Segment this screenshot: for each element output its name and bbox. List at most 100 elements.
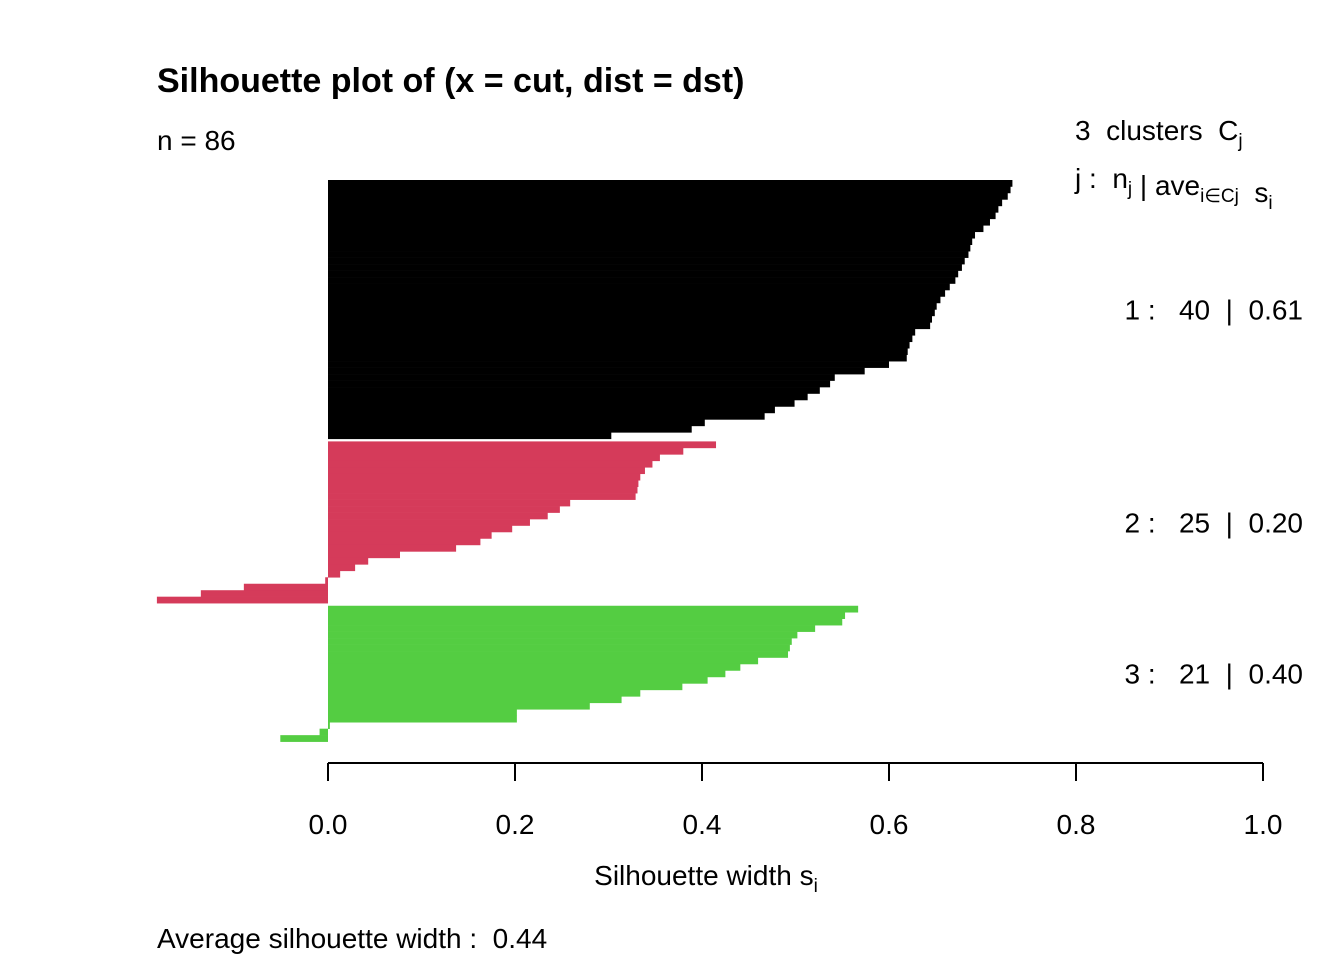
- silhouette-bar: [325, 577, 328, 585]
- silhouette-bar: [328, 657, 759, 665]
- silhouette-bar: [328, 570, 341, 578]
- silhouette-bar: [328, 367, 865, 375]
- silhouette-bar: [328, 238, 973, 245]
- silhouette-bar: [328, 180, 1013, 187]
- silhouette-bar: [328, 328, 916, 336]
- silhouette-bar: [328, 335, 913, 343]
- cluster-stats: : 21 | 0.40: [1140, 659, 1303, 690]
- x-axis-label-part: Silhouette width s: [594, 860, 813, 891]
- cluster-columns-sub: i∈Cj: [1200, 186, 1239, 207]
- silhouette-bar: [328, 296, 941, 304]
- silhouette-bar: [328, 512, 548, 520]
- x-tick-label: 0.2: [496, 809, 535, 840]
- silhouette-bar: [280, 735, 328, 742]
- silhouette-bar: [328, 612, 846, 619]
- x-axis-label-sub: i: [814, 876, 818, 897]
- silhouette-bar: [328, 218, 990, 226]
- cluster-stats: : 40 | 0.61: [1140, 294, 1303, 325]
- silhouette-bar: [328, 454, 660, 462]
- silhouette-bar: [200, 590, 328, 597]
- silhouette-bar: [328, 270, 959, 278]
- silhouette-bar: [328, 387, 820, 394]
- x-axis-label: Silhouette width si: [594, 860, 818, 897]
- silhouette-bar: [328, 605, 859, 613]
- silhouette-bar: [328, 631, 798, 639]
- cluster-columns-part: s: [1239, 177, 1269, 208]
- silhouette-bar: [328, 283, 950, 291]
- silhouette-bar: [328, 322, 931, 330]
- cluster-summary: 3 : 21 | 0.40: [1124, 659, 1303, 690]
- chart-title: Silhouette plot of (x = cut, dist = dst): [157, 62, 744, 100]
- silhouette-bar: [328, 441, 717, 449]
- cluster-header-part: 3 clusters C: [1075, 115, 1238, 146]
- cluster-summary: 1 : 40 | 0.61: [1124, 294, 1303, 325]
- silhouette-bar: [328, 638, 792, 645]
- silhouette-bar: [328, 341, 910, 349]
- silhouette-bar: [328, 315, 933, 323]
- silhouette-bar: [328, 354, 907, 362]
- silhouette-bar: [328, 696, 622, 704]
- silhouette-bar: [328, 406, 775, 414]
- subtitle: n = 86: [157, 125, 236, 156]
- silhouette-bar: [328, 670, 726, 678]
- silhouette-bar: [328, 186, 1011, 194]
- silhouette-bar: [328, 412, 765, 420]
- cluster-stats: : 25 | 0.20: [1140, 507, 1303, 538]
- silhouette-bar: [328, 205, 999, 213]
- silhouette-bar: [328, 663, 741, 671]
- silhouette-bar: [328, 447, 684, 455]
- silhouette-bar: [328, 683, 683, 691]
- cluster-name: 3: [1124, 659, 1140, 690]
- silhouette-bar: [328, 419, 705, 427]
- silhouette-bar: [328, 564, 356, 572]
- silhouette-bar: [328, 538, 481, 546]
- silhouette-bar: [328, 244, 971, 252]
- silhouette-bar: [328, 525, 513, 533]
- silhouette-bar: [328, 551, 400, 559]
- silhouette-bar: [328, 651, 789, 658]
- silhouette-bar: [156, 596, 328, 604]
- silhouette-bar: [328, 460, 653, 468]
- silhouette-bar: [328, 473, 641, 481]
- silhouette-bar: [328, 499, 571, 507]
- cluster-header-sub: j: [1237, 131, 1242, 152]
- silhouette-bar: [328, 212, 996, 220]
- silhouette-bar: [328, 486, 638, 494]
- silhouette-bar: [328, 393, 808, 401]
- x-tick-label: 0.4: [683, 809, 722, 840]
- silhouette-bar: [328, 289, 946, 297]
- cluster-summary: 2 : 25 | 0.20: [1124, 507, 1303, 538]
- silhouette-bar: [328, 348, 908, 355]
- silhouette-bar: [328, 544, 457, 552]
- silhouette-bar: [328, 618, 843, 626]
- cluster-columns-part: j : n: [1074, 163, 1128, 194]
- silhouette-bar: [328, 199, 1003, 207]
- cluster-columns-sub: i: [1268, 193, 1272, 214]
- silhouette-bar: [328, 480, 639, 487]
- x-tick-label: 0.6: [870, 809, 909, 840]
- x-tick-label: 0.8: [1057, 809, 1096, 840]
- silhouette-bar: [243, 583, 328, 591]
- silhouette-bar: [328, 557, 369, 565]
- silhouette-bar: [328, 432, 612, 440]
- cluster-name: 1: [1124, 294, 1140, 325]
- silhouette-bar: [328, 302, 937, 310]
- x-tick-label: 1.0: [1244, 809, 1283, 840]
- silhouette-bar: [328, 374, 835, 381]
- silhouette-bar: [328, 676, 708, 684]
- silhouette-bar: [328, 251, 969, 258]
- silhouette-bar: [328, 399, 795, 407]
- silhouette-bar: [328, 722, 330, 729]
- silhouette-bar: [328, 380, 831, 388]
- silhouette-bar: [328, 257, 965, 265]
- silhouette-bar: [328, 309, 935, 317]
- silhouette-bar: [328, 689, 641, 697]
- silhouette-bar: [328, 225, 984, 233]
- silhouette-bar: [328, 425, 692, 433]
- silhouette-bar: [319, 728, 328, 736]
- cluster-columns-sub: j: [1127, 179, 1132, 200]
- silhouette-bar: [328, 531, 492, 539]
- cluster-name: 2: [1124, 507, 1140, 538]
- footer: Average silhouette width : 0.44: [157, 923, 547, 954]
- silhouette-bar: [328, 625, 816, 632]
